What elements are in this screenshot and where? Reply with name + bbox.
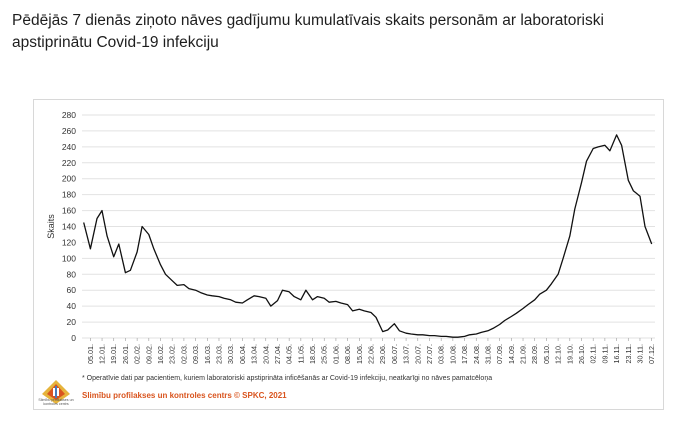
x-tick-label: 25.05.: [320, 344, 329, 364]
x-tick-label: 30.03.: [226, 344, 235, 364]
x-tick-label: 27.04.: [273, 344, 282, 364]
x-tick-label: 12.01.: [98, 344, 107, 364]
x-tick-label: 20.04.: [261, 344, 270, 364]
x-tick-label: 16.03.: [203, 344, 212, 364]
x-tick-label: 19.10.: [565, 344, 574, 364]
spkc-logo-icon: [42, 380, 70, 404]
x-tick-label: 01.06.: [331, 344, 340, 364]
x-tick-label: 26.01.: [121, 344, 130, 364]
x-tick-label: 28.09.: [530, 344, 539, 364]
x-tick-label: 07.12.: [647, 344, 656, 364]
x-tick-label: 09.03.: [191, 344, 200, 364]
y-tick-label: 80: [67, 269, 77, 279]
x-tick-label: 31.08.: [483, 344, 492, 364]
y-tick-label: 120: [62, 237, 76, 247]
x-tick-label: 29.06.: [378, 344, 387, 364]
x-tick-label: 23.03.: [214, 344, 223, 364]
x-tick-label: 11.05.: [296, 344, 305, 363]
x-tick-label: 21.09.: [519, 344, 528, 364]
y-tick-label: 20: [67, 317, 77, 327]
x-tick-label: 05.10.: [542, 344, 551, 364]
series-line: [83, 134, 653, 338]
x-tick-label: 09.11.: [600, 344, 609, 363]
x-tick-label: 02.02.: [133, 344, 142, 364]
x-tick-label: 30.11.: [635, 344, 644, 363]
y-tick-label: 0: [71, 333, 76, 343]
x-tick-label: 23.11.: [624, 344, 633, 363]
x-tick-label: 10.08.: [448, 344, 457, 364]
y-tick-label: 180: [62, 190, 76, 200]
y-tick-label: 60: [67, 285, 77, 295]
x-tick-label: 15.06.: [355, 344, 364, 364]
x-tick-label: 02.11.: [589, 344, 598, 363]
x-tick-label: 13.07.: [402, 344, 411, 364]
x-tick-label: 12.10.: [554, 344, 563, 364]
x-tick-label: 05.01.: [86, 344, 95, 364]
y-axis-label: Skaits: [46, 214, 56, 239]
y-tick-label: 140: [62, 222, 76, 232]
x-tick-label: 19.01.: [109, 344, 118, 364]
x-tick-label: 02.03.: [179, 344, 188, 364]
x-tick-label: 06.04.: [238, 344, 247, 364]
x-tick-label: 17.08.: [460, 344, 469, 364]
x-tick-label: 22.06.: [367, 344, 376, 364]
x-tick-label: 27.07.: [425, 344, 434, 364]
x-tick-label: 26.10.: [577, 344, 586, 364]
footnote: * Operatīvie dati par pacientiem, kuriem…: [82, 375, 493, 382]
x-tick-label: 08.06.: [343, 344, 352, 364]
y-tick-label: 40: [67, 301, 77, 311]
line-chart: 0 20 40 60 80 100 120 140 160 180 200 220 240 260 280 S…: [46, 110, 656, 364]
logo-text: Slimību profilakses un kontroles centrs: [38, 398, 74, 406]
x-tick-label: 14.09.: [507, 344, 516, 364]
x-tick-label: 04.05.: [285, 344, 294, 364]
y-tick-label: 280: [62, 110, 76, 120]
y-tick-label: 240: [62, 142, 76, 152]
y-tick-label: 160: [62, 206, 76, 216]
x-tick-label: 16.11.: [612, 344, 621, 363]
source-credit: Slimību profilakses un kontroles centrs …: [82, 391, 287, 400]
x-tick-label: 24.08.: [472, 344, 481, 364]
page-title: Pēdējās 7 dienās ziņoto nāves gadījumu k…: [12, 12, 604, 51]
x-tick-label: 09.02.: [144, 344, 153, 364]
x-tick-label: 03.08.: [437, 344, 446, 364]
y-tick-label: 220: [62, 158, 76, 168]
y-tick-label: 200: [62, 174, 76, 184]
x-tick-label: 06.07.: [390, 344, 399, 364]
x-tick-label: 13.04.: [250, 344, 259, 364]
chart-card: 0 20 40 60 80 100 120 140 160 180 200 220 240 260 280 S…: [33, 99, 664, 410]
x-tick-label: 07.09.: [495, 344, 504, 364]
y-tick-label: 260: [62, 126, 76, 136]
x-tick-label: 16.02.: [156, 344, 165, 364]
y-tick-label: 100: [62, 253, 76, 263]
x-tick-label: 20.07.: [413, 344, 422, 364]
x-tick-label: 23.02.: [168, 344, 177, 364]
x-tick-label: 18.05.: [308, 344, 317, 364]
